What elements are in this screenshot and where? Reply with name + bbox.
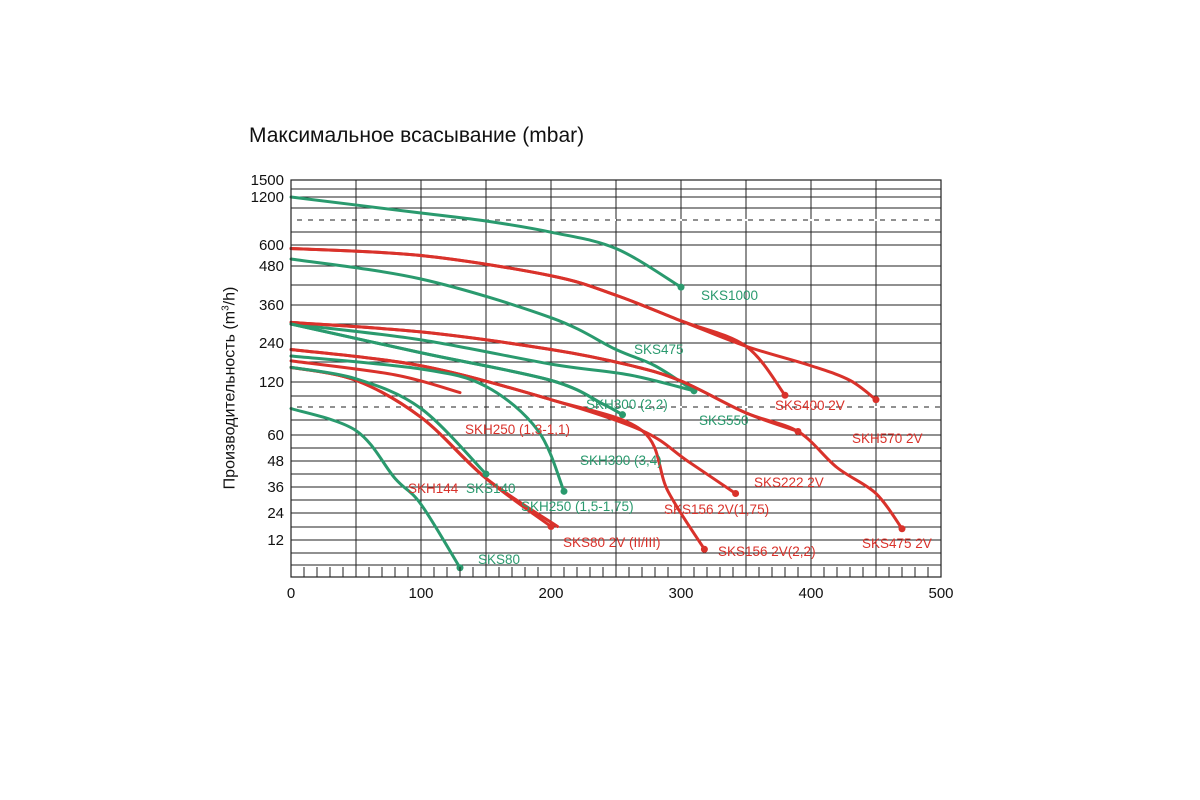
curve-SKS475 (289, 322, 696, 393)
y-tick-label: 480 (259, 258, 284, 275)
curve-SKS475 2V (289, 320, 904, 531)
series-label: SKS550 (699, 413, 749, 428)
series-label: SKS156 2V(2,2) (718, 544, 816, 559)
y-tick-label: 360 (259, 297, 284, 314)
curve-SKH570 2V (289, 247, 878, 402)
series-label: SKS475 (634, 342, 684, 357)
series-label: SKS475 2V (862, 536, 932, 551)
x-tick-label: 200 (538, 585, 563, 602)
curve-end-marker (872, 396, 880, 404)
series-label: SKH300 (3,4) (580, 453, 662, 468)
series-label: SKS80 (478, 552, 520, 567)
y-tick-label: 120 (259, 374, 284, 391)
series-label: SKS140 (466, 481, 516, 496)
curve-SKS140 (289, 365, 488, 476)
series-label: SKH250 (1,5-1,75) (521, 499, 634, 514)
x-tick-label: 0 (287, 585, 295, 602)
chart-curves (289, 195, 906, 572)
series-label: SKS1000 (701, 288, 758, 303)
series-label: SKS222 2V (754, 475, 824, 490)
curve-end-marker (619, 411, 626, 419)
series-label: SKS80 2V (II/III) (563, 535, 661, 550)
y-tick-label: 12 (267, 532, 284, 549)
y-tick-label: 1500 (251, 172, 284, 189)
x-tick-label: 100 (408, 585, 433, 602)
curve-end-marker (781, 391, 789, 399)
curve-SKH300 (3,4) (289, 322, 624, 417)
y-tick-label: 600 (259, 237, 284, 254)
curve-SKH300 (2,2) (289, 322, 624, 417)
y-tick-label: 36 (267, 479, 284, 496)
curve-end-marker (700, 545, 708, 553)
curve-end-marker (732, 490, 740, 497)
y-tick-label: 24 (267, 505, 284, 522)
chart-labels: SKS1000 SKS400 2V SKH570 2V SKS550 SKS475 SKS… (408, 288, 932, 567)
curve-end-marker (677, 283, 685, 291)
x-tick-label: 500 (928, 585, 953, 602)
y-tick-label: 48 (267, 453, 284, 470)
series-label: SKS400 2V (775, 398, 845, 413)
curve-SKS80 (289, 407, 462, 570)
curve-end-marker (560, 487, 568, 495)
curve-SKS156 2V(2,2) (289, 348, 706, 551)
series-label: SKH570 2V (852, 431, 923, 446)
y-tick-label: 240 (259, 335, 284, 352)
curve-end-marker (482, 470, 490, 478)
series-label: SKH300 (2,2) (586, 397, 668, 412)
curve-end-marker (547, 523, 555, 530)
curve-end-marker (898, 525, 906, 533)
curve-SKS550 (289, 257, 696, 393)
chart-title: Максимальное всасывание (mbar) (249, 124, 585, 147)
curve-SKH250 (1,3-1,1) (289, 359, 462, 395)
x-tick-label: 400 (798, 585, 823, 602)
x-tick-label: 300 (668, 585, 693, 602)
y-tick-label: 60 (267, 427, 284, 444)
series-label: SKH250 (1,3-1,1) (465, 422, 570, 437)
curve-SKH250 (1,5-1,75) (289, 354, 566, 493)
series-label: SKS156 2V(1,75) (664, 502, 769, 517)
series-label: SKH144 (408, 481, 459, 496)
curve-SKS1000 (289, 195, 683, 289)
y-tick-label: 1200 (251, 189, 284, 206)
